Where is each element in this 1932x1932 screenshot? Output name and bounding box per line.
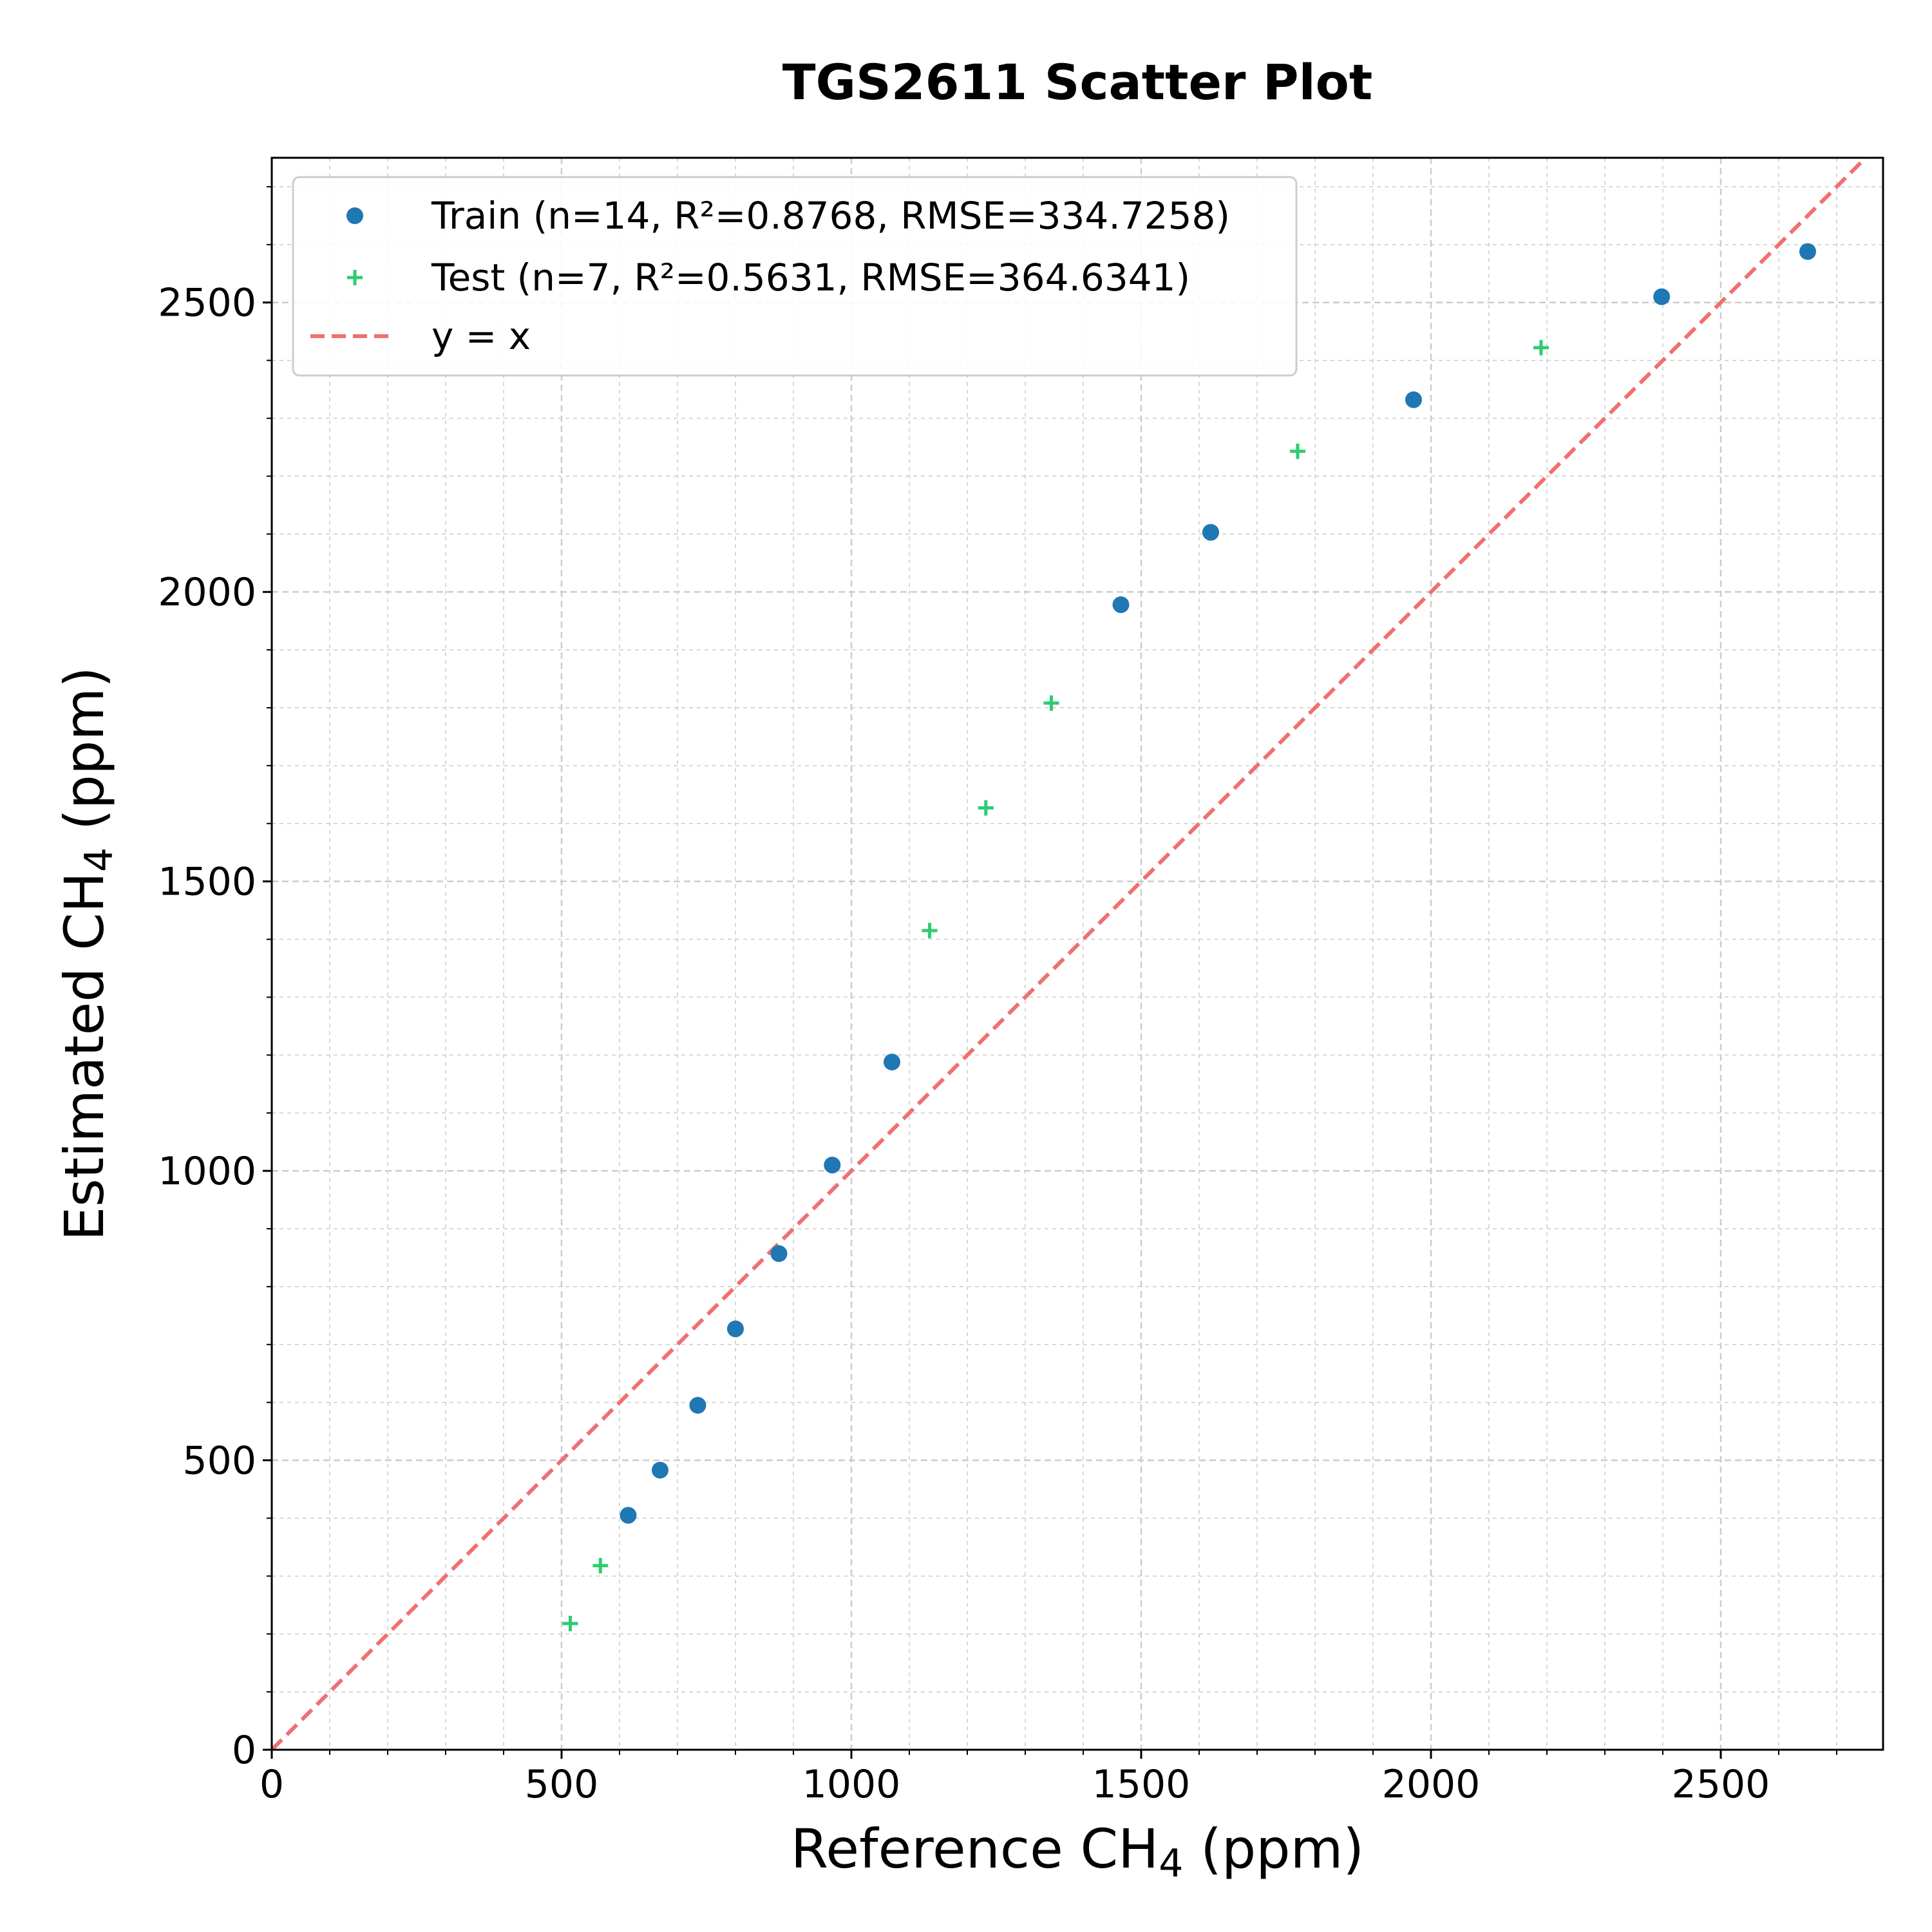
train-point	[1799, 243, 1816, 260]
reference-line	[272, 158, 1869, 1750]
x-tick-label: 2000	[1382, 1762, 1481, 1807]
test-point	[592, 1558, 609, 1574]
legend-test-marker	[347, 270, 363, 285]
y-tick-label: 1000	[158, 1149, 256, 1194]
train-point	[1112, 596, 1130, 613]
test-point	[1533, 339, 1549, 355]
legend-box	[292, 176, 1298, 377]
train-point	[770, 1245, 788, 1262]
y-tick-label: 500	[182, 1439, 256, 1484]
y-tick-label: 1500	[158, 860, 256, 905]
test-point	[922, 923, 938, 939]
x-axis-label: Reference CH4 (ppm)	[791, 1817, 1364, 1886]
x-tick-label: 1500	[1092, 1762, 1191, 1807]
test-point	[1043, 695, 1059, 711]
train-point	[824, 1157, 841, 1174]
legend-train-label: Train (n=14, R²=0.8768, RMSE=334.7258)	[431, 194, 1230, 238]
train-point	[689, 1397, 706, 1414]
train-point	[1653, 288, 1671, 305]
x-tick-label: 2500	[1672, 1762, 1770, 1807]
y-axis-label: Estimated CH4 (ppm)	[53, 667, 122, 1241]
train-point	[884, 1054, 900, 1071]
y-tick-label: 0	[232, 1728, 256, 1773]
y-tick-label: 2500	[158, 281, 256, 326]
train-point	[1202, 524, 1219, 541]
legend-train-marker	[346, 207, 363, 224]
train-point	[652, 1461, 668, 1479]
x-tick-label: 0	[260, 1762, 284, 1807]
legend-reference-label: y = x	[431, 314, 531, 358]
x-tick-label: 1000	[802, 1762, 901, 1807]
train-point	[727, 1320, 744, 1338]
y-tick-label: 2000	[158, 570, 256, 615]
grid	[272, 158, 1883, 1750]
legend-test-label: Test (n=7, R²=0.5631, RMSE=364.6341)	[431, 256, 1190, 299]
x-tick-label: 500	[525, 1762, 599, 1807]
chart-title: TGS2611 Scatter Plot	[782, 53, 1372, 111]
legend: Train (n=14, R²=0.8768, RMSE=334.7258) T…	[292, 176, 1298, 377]
test-point	[1290, 443, 1305, 459]
plot-frame	[270, 156, 1884, 1751]
train-point	[620, 1506, 637, 1524]
train-point	[1405, 391, 1422, 408]
test-point	[978, 800, 994, 816]
test-point	[562, 1616, 578, 1632]
